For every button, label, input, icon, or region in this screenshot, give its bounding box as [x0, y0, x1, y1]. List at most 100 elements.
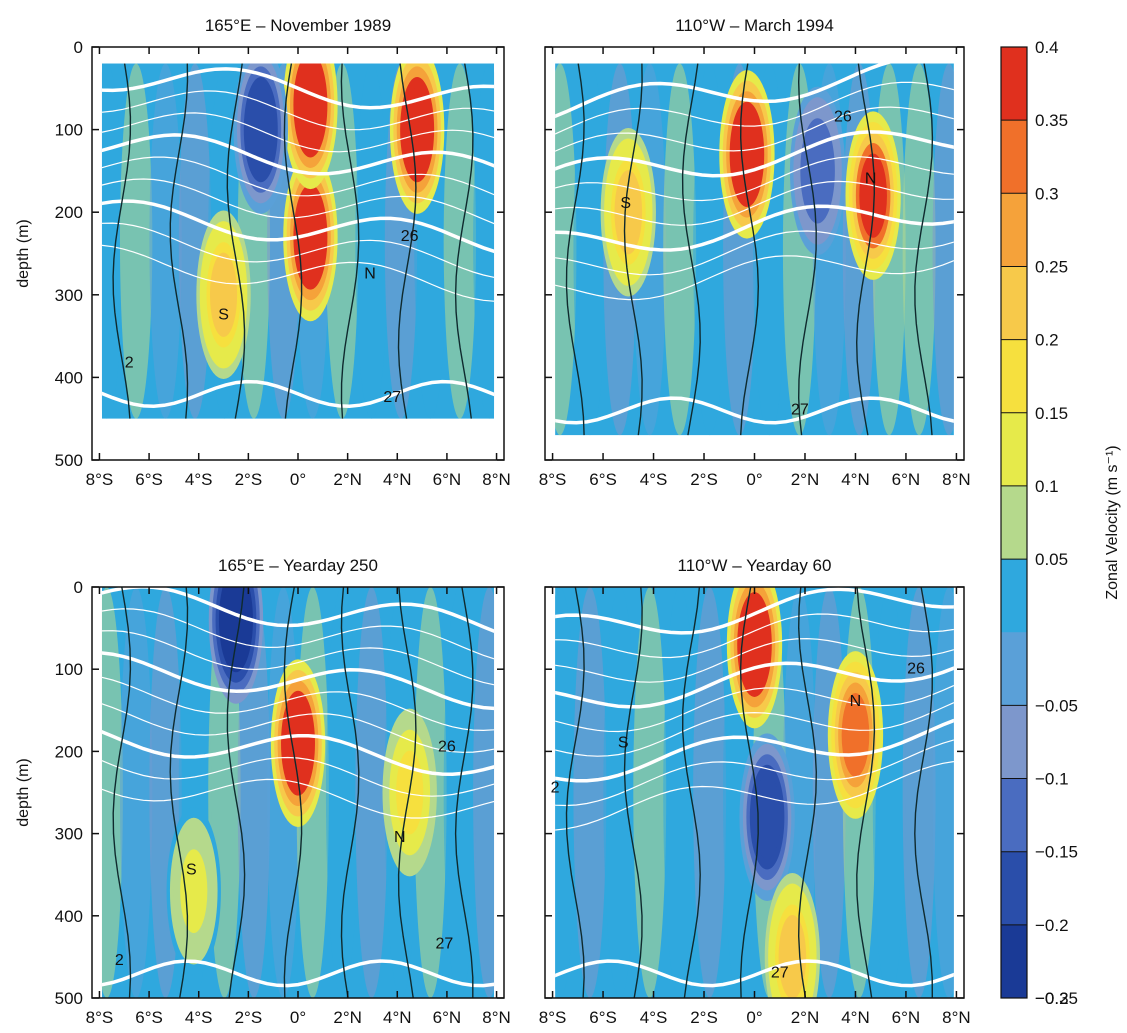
contour-annotation: S: [620, 195, 631, 212]
isopycnal-contour: [101, 67, 495, 110]
colorbar-label: −0.3: [1035, 989, 1069, 1008]
x-tick-label: 4°N: [383, 1008, 412, 1027]
velocity-band: [902, 587, 936, 998]
contour-annotation: N: [850, 693, 862, 710]
velocity-band: [603, 587, 637, 998]
velocity-band: [101, 63, 123, 419]
x-tick-label: 0°: [290, 1008, 306, 1027]
zero-velocity-contour: [397, 587, 417, 998]
zero-velocity-contour: [454, 587, 474, 998]
colorbar-swatch: [1001, 778, 1027, 853]
contour-annotation: N: [364, 265, 376, 282]
colorbar-title: Zonal Velocity (m s⁻¹): [1104, 445, 1121, 599]
x-tick-label: 6°N: [892, 1008, 921, 1027]
colorbar-swatch: [1001, 924, 1027, 999]
colorbar-swatch: [1001, 339, 1027, 414]
x-tick-label: 2°N: [333, 1008, 362, 1027]
x-tick-label: 4°S: [640, 470, 668, 489]
isopycnal-contour: [101, 133, 495, 176]
x-tick-label: 8°N: [942, 470, 971, 489]
colorbar: 0.4 0.35 0.3 0.25 0.2 0.15 0.1 0.05 −0.05 −0.1 −0.…: [1000, 38, 1121, 1008]
isopycnal-contour: [555, 255, 954, 301]
x-tick-label: 2°S: [235, 470, 263, 489]
colorbar-swatch: [1001, 412, 1027, 487]
zero-velocity-contour: [283, 63, 303, 419]
colorbar-label: −0.25: [1035, 989, 1078, 1008]
velocity-band: [119, 63, 153, 419]
x-tick-label: 8°N: [482, 1008, 511, 1027]
x-tick-label: 0°: [746, 1008, 762, 1027]
x-tick-label: 8°S: [86, 470, 114, 489]
y-tick-label: 300: [55, 286, 83, 305]
zero-velocity-contour: [397, 63, 417, 419]
x-tick-label: 6°S: [135, 1008, 163, 1027]
x-tick-label: 4°N: [383, 470, 412, 489]
velocity-field: [101, 63, 495, 419]
velocity-band: [693, 587, 727, 998]
x-tick-label: 6°S: [589, 470, 617, 489]
contour-annotation: 2: [551, 780, 560, 797]
velocity-band: [693, 63, 727, 436]
isopycnal-contour: [101, 178, 495, 225]
velocity-band: [555, 587, 577, 998]
feature-surface-westward: [222, 587, 250, 662]
contour-annotation: 26: [401, 228, 419, 245]
zero-velocity-contour: [112, 587, 132, 998]
zero-velocity-contour: [855, 63, 876, 436]
isopycnal-contour: [101, 244, 495, 302]
zero-velocity-contour: [283, 587, 303, 998]
isopycnal-contour: [101, 729, 495, 776]
velocity-band: [119, 587, 153, 998]
x-tick-label: 8°S: [86, 1008, 114, 1027]
velocity-band: [573, 587, 607, 998]
velocity-field: [555, 63, 954, 436]
velocity-field: [555, 587, 954, 998]
x-tick-label: 4°S: [640, 1008, 668, 1027]
isopycnal-contour: [555, 760, 954, 831]
feature-euc-core: [296, 194, 325, 280]
velocity-band: [325, 587, 359, 998]
x-tick-label: 6°N: [892, 470, 921, 489]
colorbar-label: 0.25: [1035, 257, 1068, 276]
zero-velocity-contour: [681, 63, 701, 436]
velocity-band: [473, 587, 495, 998]
contour-annotation: 27: [436, 936, 454, 953]
contour-annotation: 26: [438, 738, 456, 755]
zero-velocity-contour: [340, 63, 360, 419]
isopycnal-contour: [101, 608, 495, 660]
contour-annotation: N: [865, 170, 877, 187]
x-tick-label: 4°S: [185, 1008, 213, 1027]
zero-velocity-contour: [914, 63, 934, 436]
contour-annotation: S: [618, 734, 629, 751]
zero-velocity-contour: [623, 587, 643, 998]
feature-surface-eastward-jet: [296, 63, 325, 147]
isopycnal-contour: [555, 180, 954, 226]
x-tick-label: 2°S: [690, 470, 718, 489]
zero-velocity-contour: [340, 587, 360, 998]
feature-deep-eastward: [778, 914, 807, 998]
y-tick-label: 200: [55, 742, 83, 761]
contour-annotation: 2: [115, 952, 124, 969]
isopycnal-contour: [555, 204, 954, 252]
velocity-band: [573, 63, 607, 436]
y-tick-label: 200: [55, 203, 83, 222]
isopycnal-27: [101, 379, 495, 409]
y-tick-label: 400: [55, 368, 83, 387]
colorbar-swatch: [1001, 705, 1027, 780]
y-tick-label: 100: [55, 660, 83, 679]
velocity-band: [355, 587, 388, 998]
x-tick-label: 4°S: [185, 470, 213, 489]
colorbar-label: 0.1: [1035, 477, 1059, 496]
x-tick-label: 8°S: [539, 1008, 567, 1027]
y-axis-label: depth (m): [15, 758, 32, 826]
isopycnal-27: [101, 959, 495, 988]
isopycnal-contour: [101, 112, 495, 153]
x-tick-label: 2°N: [791, 1008, 820, 1027]
feature-surface-westward: [247, 87, 275, 172]
zero-velocity-contour: [454, 63, 474, 419]
x-tick-label: 4°N: [841, 470, 870, 489]
zero-velocity-contour: [112, 63, 132, 419]
panel-title: 110°W – March 1994: [675, 16, 834, 35]
contour-annotation: 27: [791, 402, 809, 419]
zero-velocity-contour: [856, 587, 876, 998]
